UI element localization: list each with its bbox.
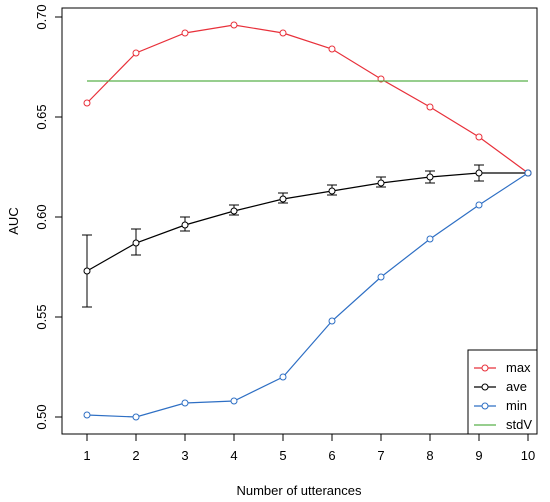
x-axis-title: Number of utterances: [236, 483, 362, 498]
x-tick-label: 10: [521, 448, 535, 463]
plot-frame: [61, 7, 538, 435]
max-point: [426, 103, 434, 111]
x-tick-label: 8: [426, 448, 433, 463]
y-tick-label: 0.65: [34, 104, 49, 129]
ave-line: [86, 172, 528, 272]
ave-point: [83, 267, 91, 275]
legend-label-min: min: [506, 398, 527, 413]
max-point: [132, 49, 140, 57]
x-tick-label: 6: [328, 448, 335, 463]
series-min: [83, 169, 532, 421]
min-point: [230, 397, 238, 405]
ave-point: [230, 207, 238, 215]
y-tick-label: 0.55: [34, 304, 49, 329]
min-point: [279, 373, 287, 381]
ave-point: [181, 221, 189, 229]
x-tick-label: 2: [132, 448, 139, 463]
max-point: [181, 29, 189, 37]
max-point: [328, 45, 336, 53]
y-tick-label: 0.50: [34, 404, 49, 429]
y-tick-label: 0.70: [34, 4, 49, 29]
min-point: [132, 413, 140, 421]
legend-label-max: max: [506, 360, 531, 375]
min-point: [524, 169, 532, 177]
legend-marker-min: [481, 402, 489, 410]
ave-point: [328, 187, 336, 195]
max-point: [83, 99, 91, 107]
legend-marker-max: [481, 364, 489, 372]
y-axis-title: AUC: [6, 207, 21, 234]
x-tick-label: 1: [83, 448, 90, 463]
max-line: [86, 24, 529, 174]
series-ave: [82, 164, 532, 308]
x-tick-label: 7: [377, 448, 384, 463]
min-line: [86, 172, 529, 418]
min-point: [328, 317, 336, 325]
legend-label-ave: ave: [506, 379, 527, 394]
ave-point: [132, 239, 140, 247]
ave-point: [377, 179, 385, 187]
x-tick-label: 4: [230, 448, 237, 463]
ave-point: [279, 195, 287, 203]
legend: max ave min stdV: [467, 349, 538, 435]
legend-marker-ave: [481, 383, 489, 391]
x-tick-label: 5: [279, 448, 286, 463]
ave-point: [426, 173, 434, 181]
max-point: [475, 133, 483, 141]
min-point: [181, 399, 189, 407]
ave-point: [475, 169, 483, 177]
series-max: [83, 21, 532, 177]
max-point: [279, 29, 287, 37]
legend-label-stdV: stdV: [506, 417, 532, 432]
min-point: [426, 235, 434, 243]
y-tick-label: 0.60: [34, 204, 49, 229]
x-tick-label: 3: [181, 448, 188, 463]
min-point: [83, 411, 91, 419]
x-tick-label: 9: [475, 448, 482, 463]
min-point: [475, 201, 483, 209]
min-point: [377, 273, 385, 281]
max-point: [230, 21, 238, 29]
legend-box: [467, 349, 538, 435]
